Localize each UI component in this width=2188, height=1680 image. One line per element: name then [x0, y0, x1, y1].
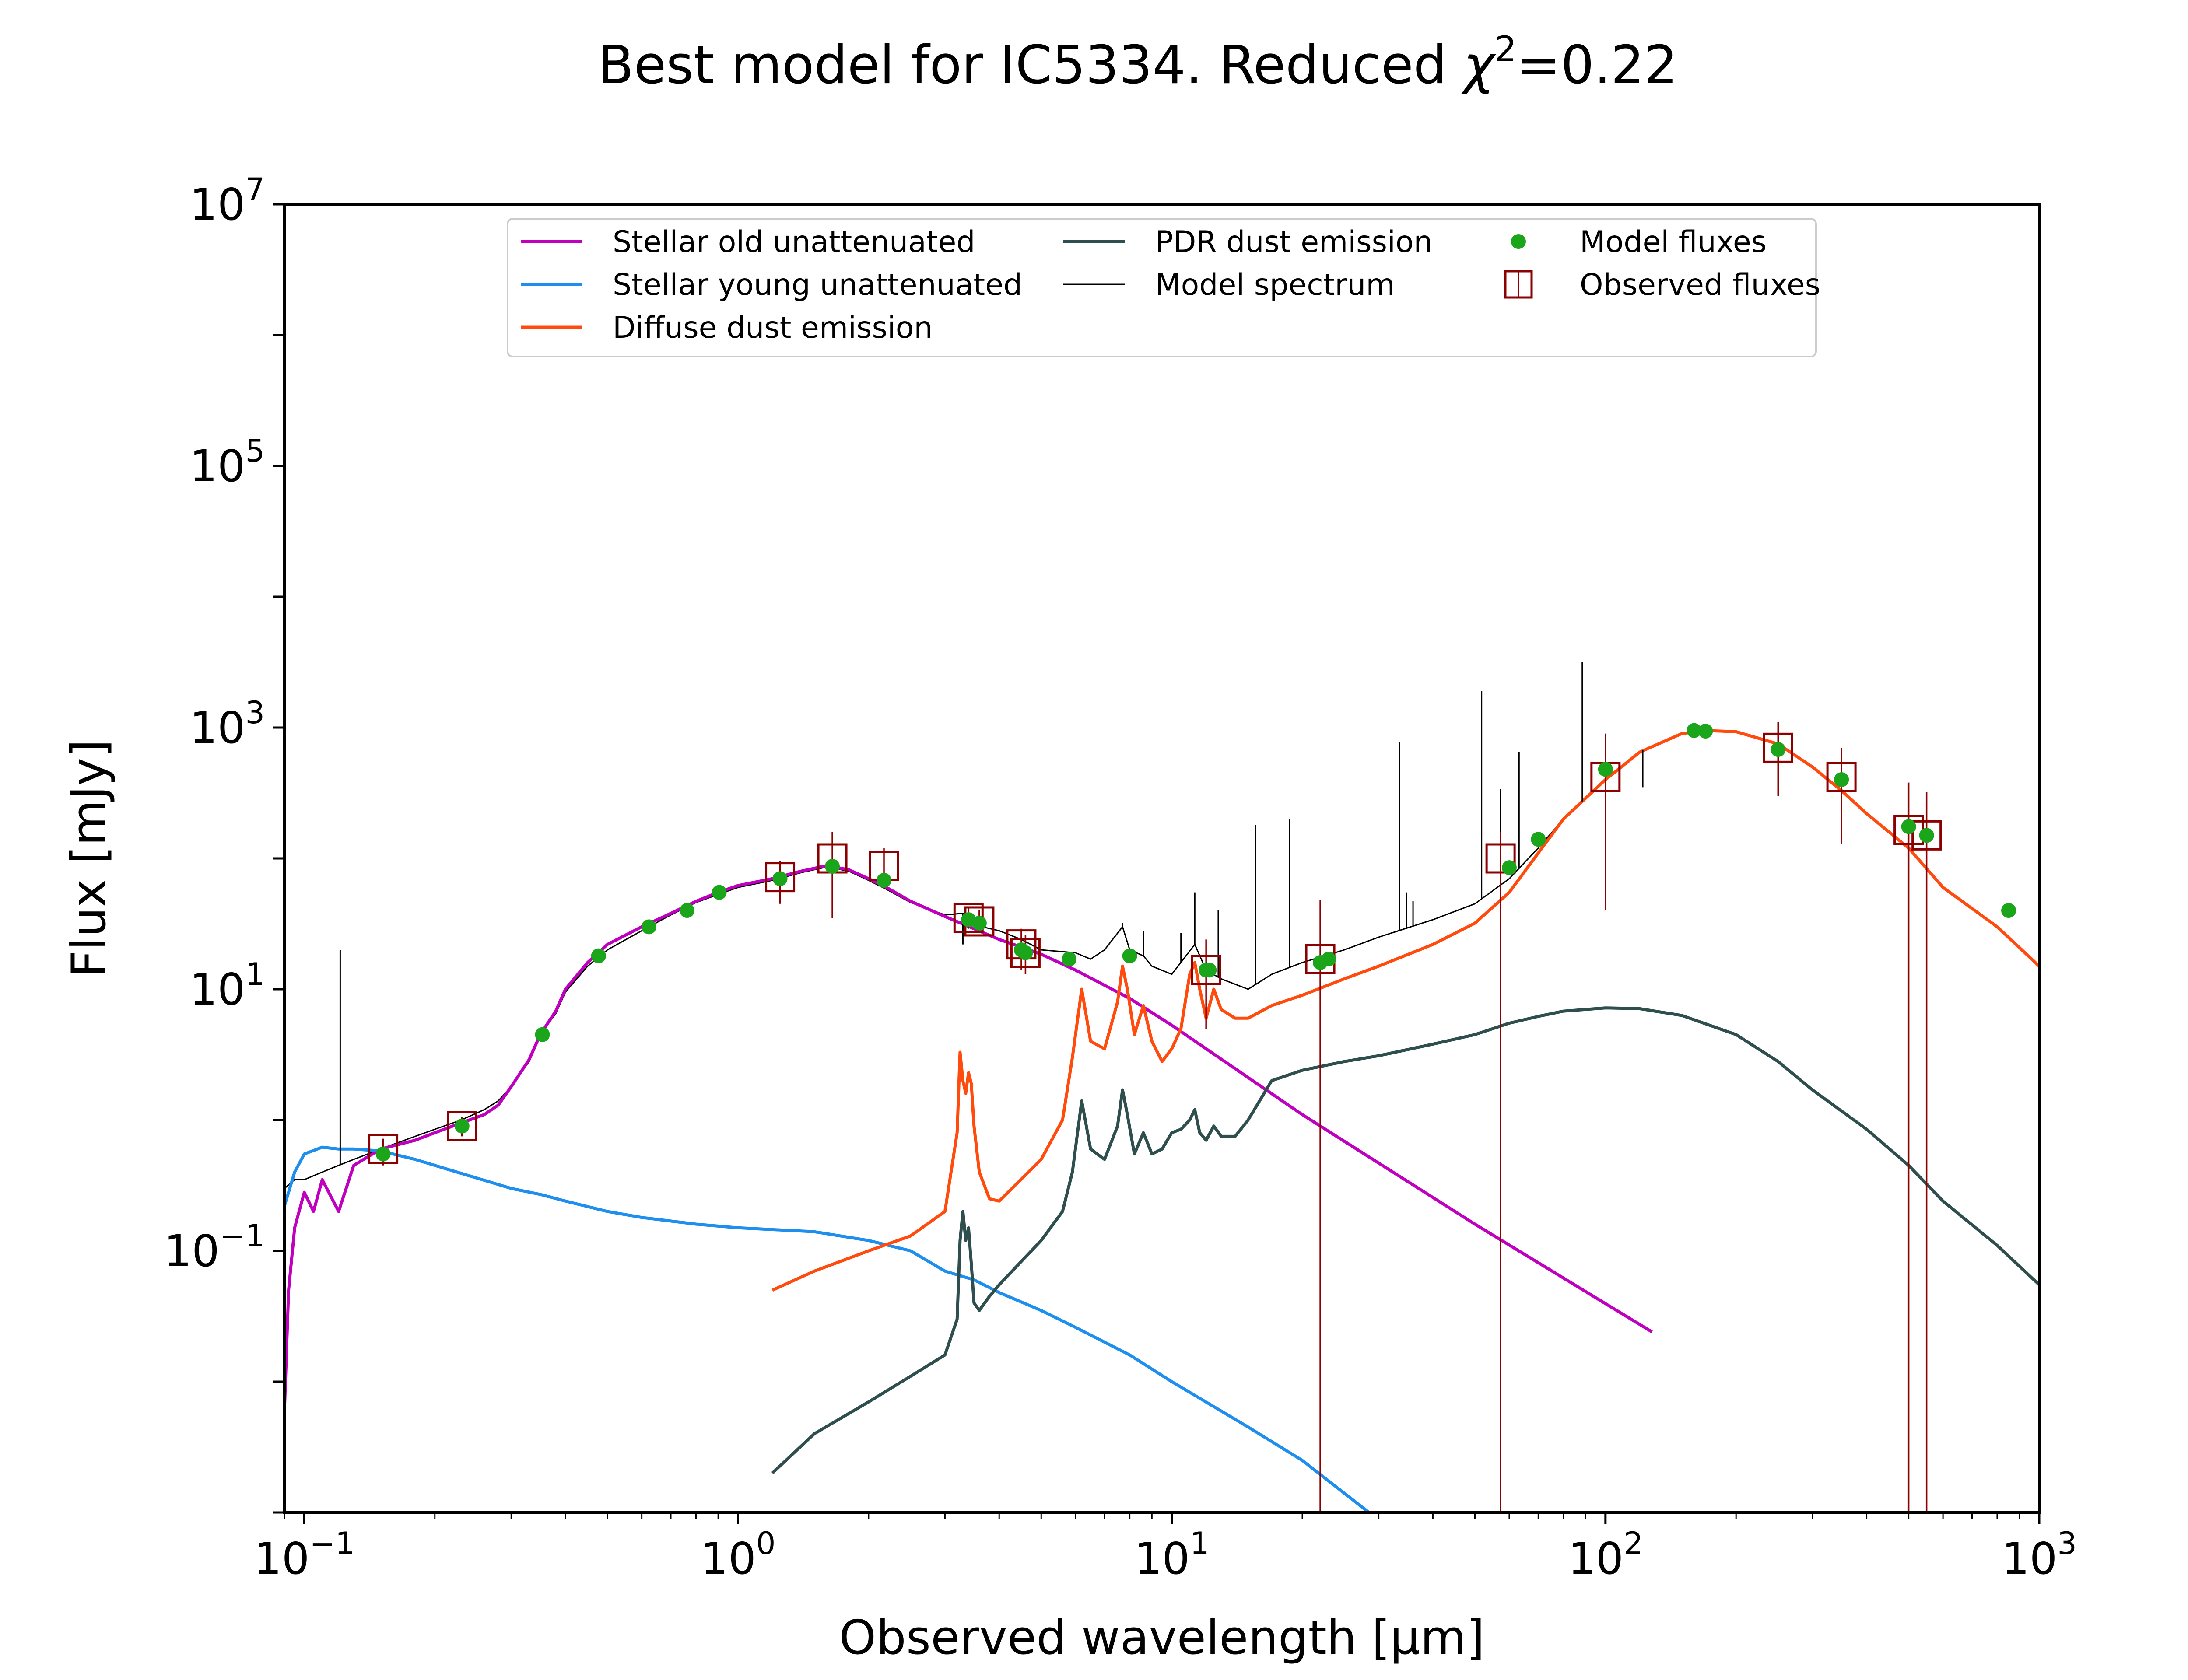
x-tick-label: 10−1	[254, 1526, 354, 1584]
model-flux-point	[971, 915, 987, 931]
y-tick-label: 105	[189, 433, 265, 492]
model-flux-point	[1771, 742, 1786, 757]
y-tick-label: 101	[189, 956, 265, 1015]
model-flux-point	[877, 873, 892, 888]
legend-label-stellar-young-unattenuated: Stellar young unattenuated	[613, 268, 1022, 302]
model-flux-point	[1018, 945, 1033, 960]
legend-item-diffuse-dust-emission: Diffuse dust emission	[521, 311, 933, 345]
legend-box	[507, 218, 1817, 357]
model-flux-point	[1531, 832, 1546, 847]
y-tick-label: 107	[189, 172, 265, 230]
model-flux-point	[1062, 952, 1077, 967]
observed-flux-marker	[1763, 732, 1793, 763]
model-flux-point	[772, 871, 788, 886]
legend-item-model-fluxes: Model fluxes	[1511, 225, 1767, 259]
model-flux-point	[1321, 952, 1336, 967]
chart-title-tail: =0.22	[1517, 35, 1678, 96]
observed-flux-marker	[1485, 843, 1516, 874]
legend-label-pdr-dust-emission: PDR dust emission	[1155, 225, 1433, 259]
x-tick-label: 102	[1568, 1526, 1643, 1584]
observed-flux-marker	[1911, 820, 1942, 850]
observed-flux-marker	[368, 1134, 399, 1164]
legend-label-observed-fluxes: Observed fluxes	[1580, 268, 1820, 302]
x-tick-label: 100	[701, 1526, 776, 1584]
chart-title-chi: χ	[1461, 35, 1496, 96]
model-flux-point	[1901, 819, 1916, 834]
model-flux-point	[1122, 948, 1137, 963]
model-flux-point	[1698, 724, 1713, 739]
x-axis-label: Observed wavelength [μm]	[839, 1610, 1485, 1665]
legend-item-stellar-young-unattenuated: Stellar young unattenuated	[521, 268, 1022, 302]
legend-label-diffuse-dust-emission: Diffuse dust emission	[613, 311, 933, 345]
y-tick-label: 103	[189, 695, 265, 753]
y-tick-label: 10−1	[164, 1218, 265, 1277]
x-tick-label: 103	[2002, 1526, 2077, 1584]
legend-item-model-spectrum: Model spectrum	[1063, 268, 1395, 302]
observed-flux-marker	[1826, 762, 1857, 792]
model-flux-point	[1501, 860, 1517, 875]
chart-title-main: Best model for IC5334. Reduced	[598, 35, 1463, 96]
model-flux-point	[375, 1146, 391, 1162]
model-flux-point	[535, 1027, 550, 1042]
ticks-layer: 10−1 100 101 102 103 10−1 101 103 105 107	[164, 172, 2077, 1584]
model-flux-point	[2001, 903, 2016, 918]
observed-flux-marker	[1191, 955, 1221, 985]
legend-swatch-model-fluxes	[1511, 234, 1526, 249]
legend: Stellar old unattenuated Stellar young un…	[507, 218, 1820, 357]
points-layer	[368, 722, 2016, 1512]
observed-flux-marker	[1010, 938, 1041, 968]
model-flux-point	[1598, 762, 1613, 777]
model-flux-point	[1202, 962, 1217, 978]
legend-item-pdr-dust-emission: PDR dust emission	[1063, 225, 1433, 259]
x-tick-label: 101	[1134, 1526, 1210, 1584]
model-flux-point	[680, 903, 695, 918]
model-flux-point	[591, 948, 606, 963]
series-line-pdr-dust-emission	[771, 1006, 2039, 1474]
model-flux-point	[1834, 772, 1849, 787]
observed-flux-marker	[447, 1111, 477, 1141]
legend-item-stellar-old-unattenuated: Stellar old unattenuated	[521, 225, 975, 259]
observed-flux-marker	[765, 862, 796, 892]
chart-title-sup: 2	[1494, 29, 1517, 70]
legend-label-stellar-old-unattenuated: Stellar old unattenuated	[613, 225, 975, 259]
model-flux-point	[1919, 828, 1934, 843]
series-line-diffuse-dust-emission	[771, 729, 2039, 1292]
model-flux-point	[825, 859, 840, 874]
model-flux-point	[454, 1118, 470, 1134]
y-axis-label: Flux [mJy]	[62, 739, 116, 977]
model-flux-point	[712, 885, 727, 900]
legend-item-observed-fluxes: Observed fluxes	[1504, 268, 1820, 302]
series-line-stellar-young-unattenuated	[284, 1145, 1370, 1512]
model-flux-point	[641, 919, 656, 934]
chart-title: Best model for IC5334. Reduced χ2=0.22	[598, 29, 1678, 96]
model-flux-point	[1687, 723, 1702, 738]
legend-label-model-spectrum: Model spectrum	[1155, 268, 1395, 302]
legend-label-model-fluxes: Model fluxes	[1580, 225, 1767, 259]
